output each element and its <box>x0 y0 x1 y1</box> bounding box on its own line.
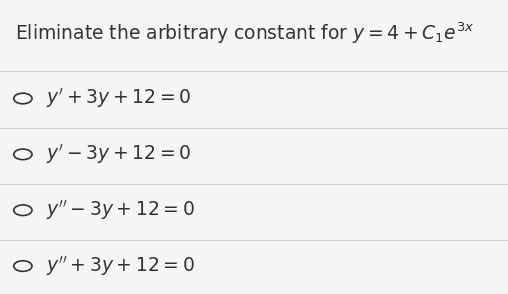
Text: $y'' + 3y + 12 = 0$: $y'' + 3y + 12 = 0$ <box>46 254 195 278</box>
Text: $y' + 3y + 12 = 0$: $y' + 3y + 12 = 0$ <box>46 86 191 111</box>
Text: Eliminate the arbitrary constant for $y = 4 + C_1e^{3x}$: Eliminate the arbitrary constant for $y … <box>15 21 474 46</box>
Text: $y' - 3y + 12 = 0$: $y' - 3y + 12 = 0$ <box>46 142 191 166</box>
Text: $y'' - 3y + 12 = 0$: $y'' - 3y + 12 = 0$ <box>46 198 195 222</box>
